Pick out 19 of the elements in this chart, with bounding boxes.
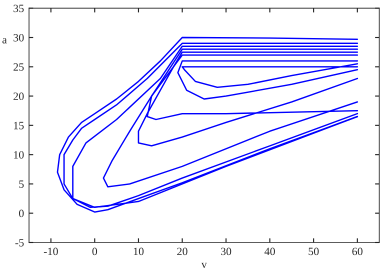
y-tick-label: 25 bbox=[14, 63, 24, 71]
y-tick-label: 10 bbox=[14, 151, 24, 159]
x-tick-label: 10 bbox=[134, 248, 144, 256]
x-tick-label: 0 bbox=[92, 248, 98, 256]
y-tick-label: -5 bbox=[15, 239, 24, 246]
x-tick-label: 60 bbox=[352, 248, 362, 256]
y-tick-label: 5 bbox=[19, 180, 24, 188]
y-tick-label: 30 bbox=[14, 34, 24, 42]
x-tick-label: -10 bbox=[44, 248, 58, 256]
y-tick-label: 15 bbox=[14, 122, 24, 130]
y-tick-label: 20 bbox=[14, 92, 24, 100]
x-tick-label: 20 bbox=[177, 248, 188, 256]
x-axis-title: v bbox=[201, 262, 207, 268]
x-tick-label: 30 bbox=[221, 248, 232, 256]
y-tick-label: 0 bbox=[19, 210, 24, 218]
x-tick-label: 40 bbox=[264, 248, 275, 256]
y-axis-title: a bbox=[2, 38, 7, 44]
y-tick-label: 35 bbox=[14, 4, 24, 12]
x-tick-label: 50 bbox=[308, 248, 319, 256]
